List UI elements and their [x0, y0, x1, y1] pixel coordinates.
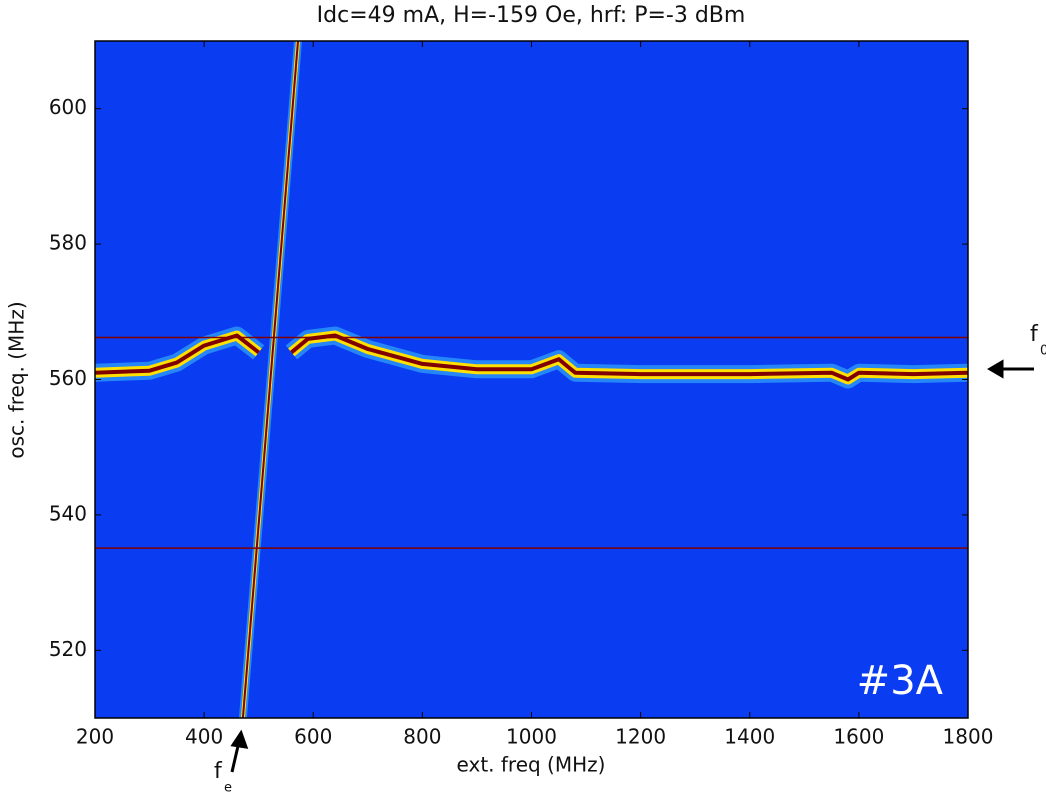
- chart-title: Idc=49 mA, H=-159 Oe, hrf: P=-3 dBm: [317, 3, 746, 28]
- x-tick-label: 1800: [943, 725, 994, 749]
- x-tick-label: 1000: [506, 725, 557, 749]
- trace: [241, 41, 299, 718]
- annotation-subscript: 0: [1040, 344, 1046, 359]
- x-tick-label: 1400: [724, 725, 775, 749]
- x-tick-label: 600: [294, 725, 332, 749]
- panel-label: #3A: [857, 658, 944, 704]
- plot-area: [95, 41, 968, 718]
- x-tick-label: 1600: [833, 725, 884, 749]
- y-tick-label: 600: [49, 95, 87, 119]
- x-tick-label: 800: [403, 725, 441, 749]
- x-axis-label: ext. freq (MHz): [457, 753, 606, 777]
- y-tick-label: 520: [49, 637, 87, 661]
- x-tick-label: 400: [185, 725, 223, 749]
- x-tick-label: 200: [76, 725, 114, 749]
- x-tick-label: 1200: [615, 725, 666, 749]
- y-axis-label: osc. freq. (MHz): [5, 301, 29, 458]
- annotation: f: [214, 759, 223, 784]
- annotation-subscript: e: [224, 781, 232, 796]
- annotation: f: [1030, 322, 1039, 347]
- y-tick-label: 560: [49, 366, 87, 390]
- y-tick-label: 580: [49, 231, 87, 255]
- trace: [95, 333, 968, 382]
- y-tick-label: 540: [49, 501, 87, 525]
- f0-arrow: [987, 359, 1034, 379]
- fe-arrow: [230, 729, 249, 773]
